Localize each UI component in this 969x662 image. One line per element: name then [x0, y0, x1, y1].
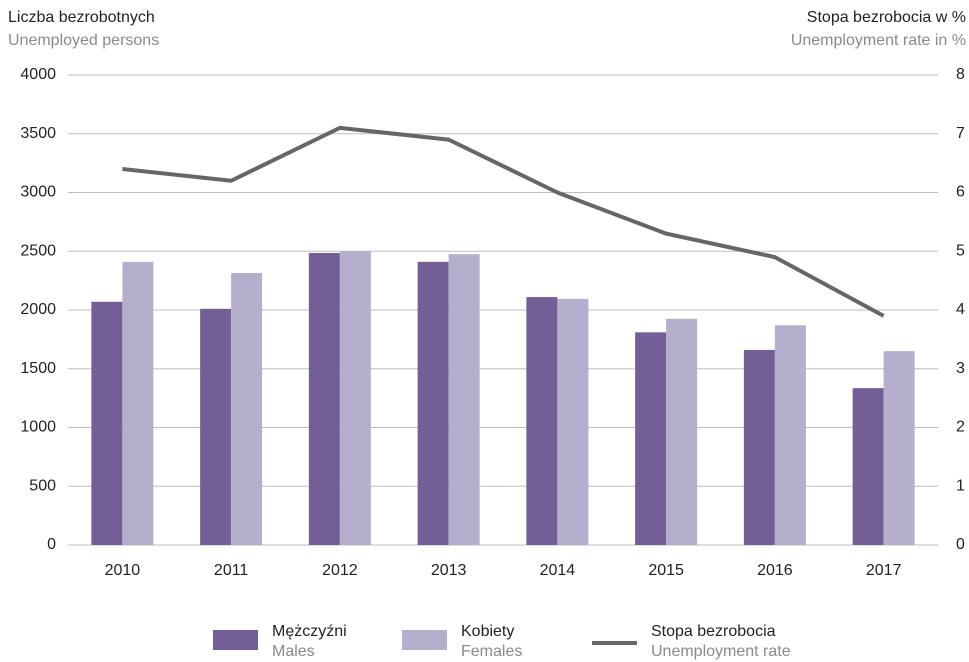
- bar: [339, 251, 371, 545]
- legend-label: Mężczyźni: [272, 623, 347, 640]
- bar: [666, 318, 698, 545]
- legend-sublabel: Females: [461, 643, 522, 660]
- y-tick-label: 2500: [20, 242, 56, 259]
- y2-tick-label: 3: [956, 360, 965, 377]
- bar: [774, 325, 806, 545]
- x-tick-label: 2010: [105, 562, 141, 579]
- x-tick-label: 2013: [431, 562, 467, 579]
- x-tick-label: 2014: [540, 562, 576, 579]
- y2-axis-title: Stopa bezrobocia w %: [807, 9, 966, 26]
- bar: [231, 272, 263, 545]
- bar: [200, 308, 232, 545]
- y2-axis-subtitle: Unemployment rate in %: [791, 32, 966, 49]
- y-tick-label: 4000: [20, 66, 56, 83]
- x-tick-label: 2015: [648, 562, 684, 579]
- y2-tick-label: 8: [956, 66, 965, 83]
- y2-tick-label: 4: [956, 301, 965, 318]
- y2-tick-label: 2: [956, 419, 965, 436]
- y-tick-label: 1500: [20, 360, 56, 377]
- bar: [883, 351, 915, 545]
- bar: [635, 332, 667, 545]
- legend-label: Stopa bezrobocia: [651, 623, 776, 640]
- x-tick-label: 2012: [322, 562, 358, 579]
- bar: [122, 261, 154, 545]
- y-axis-title: Liczba bezrobotnych: [8, 9, 155, 26]
- x-tick-label: 2016: [757, 562, 793, 579]
- y2-tick-label: 5: [956, 242, 965, 259]
- bar: [852, 388, 884, 545]
- y-tick-label: 3000: [20, 184, 56, 201]
- bar: [526, 297, 558, 545]
- y2-tick-label: 6: [956, 184, 965, 201]
- bar: [743, 349, 775, 545]
- x-tick-label: 2011: [214, 562, 249, 579]
- y2-tick-label: 1: [956, 477, 965, 494]
- bar: [448, 254, 480, 545]
- bar: [557, 298, 589, 545]
- y-axis-subtitle: Unemployed persons: [8, 32, 159, 49]
- x-tick-label: 2017: [866, 562, 902, 579]
- legend-swatch: [213, 630, 258, 650]
- bar: [417, 261, 449, 545]
- y-tick-label: 3500: [20, 125, 56, 142]
- bar: [91, 301, 123, 545]
- legend-sublabel: Males: [272, 643, 315, 660]
- legend-sublabel: Unemployment rate: [651, 643, 791, 660]
- y-tick-label: 1000: [20, 419, 56, 436]
- y-tick-label: 500: [29, 477, 56, 494]
- line-series: [122, 125, 885, 318]
- y2-tick-label: 0: [956, 536, 965, 553]
- y2-tick-label: 7: [956, 125, 965, 142]
- legend-swatch: [402, 630, 447, 650]
- bar: [308, 253, 340, 545]
- y-tick-label: 2000: [20, 301, 56, 318]
- y-tick-label: 0: [47, 536, 56, 553]
- legend-label: Kobiety: [461, 623, 514, 640]
